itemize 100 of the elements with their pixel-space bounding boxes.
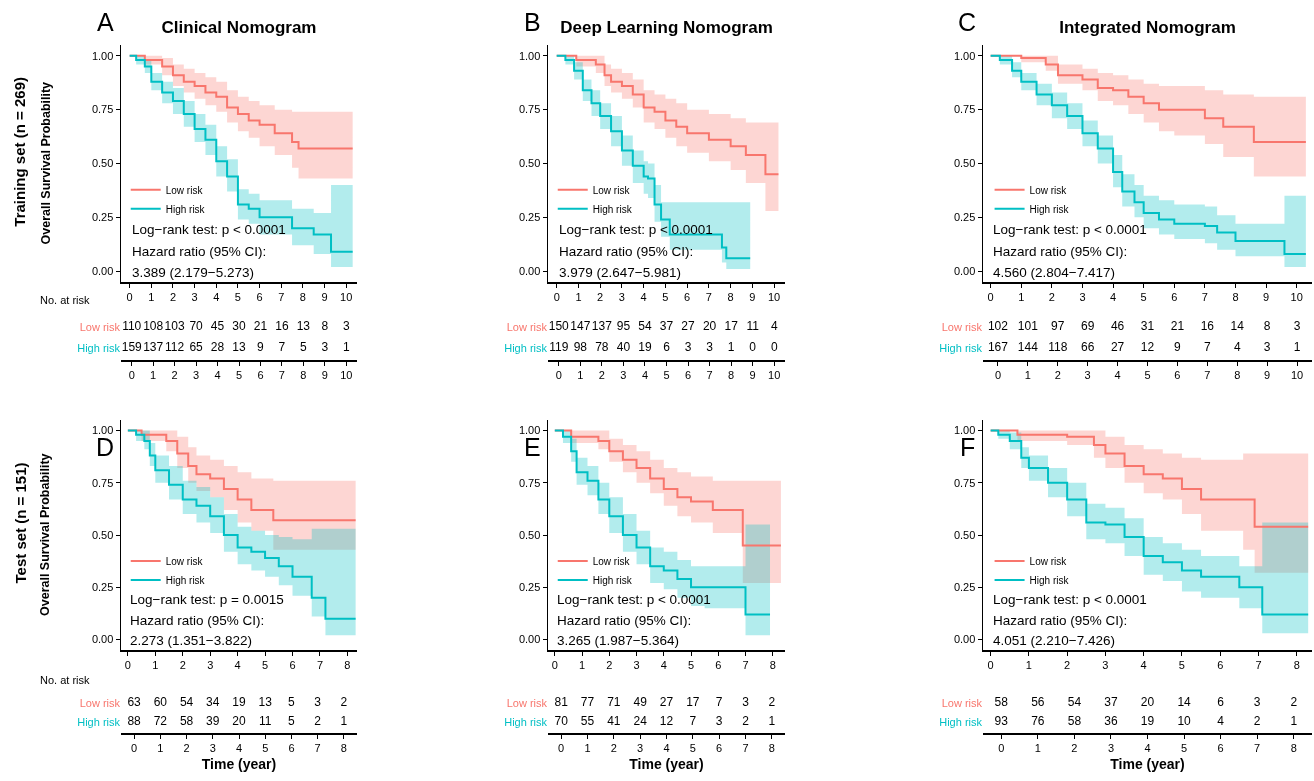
y-tick-label: 0.75 xyxy=(91,103,114,116)
x-tick-label: 8 xyxy=(300,368,307,381)
x-tick-label: 7 xyxy=(742,741,749,754)
data-label: 1 xyxy=(1290,713,1298,728)
y-tick-label: High risk xyxy=(504,341,548,354)
x-tick-label: 1 xyxy=(157,741,164,754)
legend-label: High risk xyxy=(1029,203,1070,215)
data-label: 45 xyxy=(210,319,225,334)
data-label: 54 xyxy=(179,695,194,710)
data-label: 20 xyxy=(702,319,717,334)
data-label: 58 xyxy=(1067,713,1082,728)
x-tick-label: 5 xyxy=(1181,741,1188,754)
data-label: 2 xyxy=(742,713,750,728)
data-label: 3 xyxy=(742,695,750,710)
data-label: 58 xyxy=(994,695,1009,710)
x-tick-label: 3 xyxy=(1102,658,1109,671)
y-tick-label: 0.25 xyxy=(953,211,976,224)
data-label: 16 xyxy=(275,319,289,334)
y-tick-label: 0.25 xyxy=(953,581,976,594)
x-tick-label: 9 xyxy=(749,368,756,381)
y-tick-label: 0.25 xyxy=(518,211,541,224)
x-tick-label: 2 xyxy=(598,368,605,381)
data-label: 37 xyxy=(1104,695,1118,710)
x-tick-label: 10 xyxy=(1290,368,1304,381)
data-label: 14 xyxy=(1177,695,1192,710)
x-tick-label: 4 xyxy=(214,368,221,381)
data-label: 3 xyxy=(342,319,350,334)
data-label: 4 xyxy=(1217,713,1225,728)
x-tick-label: 6 xyxy=(1217,658,1224,671)
x-tick-label: 2 xyxy=(1071,741,1078,754)
y-tick-label: 0.00 xyxy=(91,633,114,646)
annotation: Log−rank test: p < 0.0001 xyxy=(559,222,713,237)
data-label: 31 xyxy=(1140,319,1155,334)
data-label: 70 xyxy=(554,713,569,728)
data-label: 36 xyxy=(1104,713,1118,728)
x-tick-label: 9 xyxy=(1263,290,1270,303)
y-tick-label: 1.00 xyxy=(518,49,541,62)
y-tick-label: Low risk xyxy=(941,697,983,710)
y-tick-label: 0.75 xyxy=(518,476,541,489)
y-tick-label: 1.00 xyxy=(953,49,976,62)
data-label: 28 xyxy=(210,339,225,354)
x-tick-label: 1 xyxy=(1018,290,1025,303)
x-tick-label: 10 xyxy=(1290,290,1303,303)
y-tick-label: Low risk xyxy=(79,697,121,710)
legend-label: High risk xyxy=(592,574,633,586)
y-tick-label: Low risk xyxy=(506,321,548,334)
data-label: 0 xyxy=(749,339,757,354)
data-label: 103 xyxy=(164,319,185,334)
annotation: Log−rank test: p = 0.0015 xyxy=(130,592,284,607)
data-label: 49 xyxy=(633,695,648,710)
x-tick-label: 7 xyxy=(1255,658,1262,671)
x-tick-label: 2 xyxy=(179,658,186,671)
x-tick-label: 1 xyxy=(575,290,582,303)
x-tick-label: 4 xyxy=(235,741,243,754)
data-label: 7 xyxy=(715,695,723,710)
y-tick-label: Low risk xyxy=(79,321,121,334)
data-label: 71 xyxy=(607,695,621,710)
x-tick-label: 7 xyxy=(1254,741,1261,754)
data-label: 2 xyxy=(1253,713,1261,728)
x-tick-label: 6 xyxy=(1217,741,1224,754)
x-tick-label: 10 xyxy=(340,368,353,381)
x-tick-label: 8 xyxy=(1293,658,1300,671)
data-label: 13 xyxy=(232,339,246,354)
data-label: 137 xyxy=(143,339,164,354)
x-tick-label: 7 xyxy=(1204,368,1211,381)
x-tick-label: 0 xyxy=(131,741,138,754)
x-tick-label: 3 xyxy=(209,741,216,754)
x-tick-label: 5 xyxy=(262,658,269,671)
data-label: 78 xyxy=(595,339,609,354)
data-label: 63 xyxy=(127,695,142,710)
x-tick-label: 0 xyxy=(987,290,994,303)
x-tick-label: 1 xyxy=(148,290,155,303)
data-label: 1 xyxy=(1293,339,1301,354)
data-label: 60 xyxy=(153,695,168,710)
x-tick-label: 1 xyxy=(1025,658,1032,671)
data-label: 55 xyxy=(580,713,595,728)
data-label: 21 xyxy=(253,319,268,334)
annotation: Hazard ratio (95% CI): xyxy=(559,244,694,259)
legend-label: Low risk xyxy=(165,184,204,196)
annotation: Hazard ratio (95% CI): xyxy=(130,613,265,628)
annotation: Hazard ratio (95% CI): xyxy=(557,613,692,628)
data-label: 95 xyxy=(616,319,631,334)
chart-title: No. at risk xyxy=(40,673,91,686)
x-tick-label: 3 xyxy=(191,290,198,303)
data-label: 72 xyxy=(153,713,168,728)
y-tick-label: 0.50 xyxy=(518,157,541,170)
y-tick-label: 0.50 xyxy=(91,157,114,170)
data-label: 7 xyxy=(1203,339,1211,354)
x-tick-label: 5 xyxy=(234,290,241,303)
data-label: 13 xyxy=(296,319,311,334)
data-label: 3 xyxy=(1263,339,1271,354)
chart-title: Integrated Nomogram xyxy=(1059,17,1236,37)
x-tick-label: 8 xyxy=(344,658,351,671)
chart-title: No. at risk xyxy=(40,293,91,306)
x-tick-label: 8 xyxy=(769,658,776,671)
data-label: 10 xyxy=(1177,713,1192,728)
x-tick-label: 0 xyxy=(555,368,562,381)
annotation: 2.273 (1.351−3.822) xyxy=(130,633,252,648)
legend-label: Low risk xyxy=(592,184,631,196)
x-tick-label: 1 xyxy=(150,368,157,381)
